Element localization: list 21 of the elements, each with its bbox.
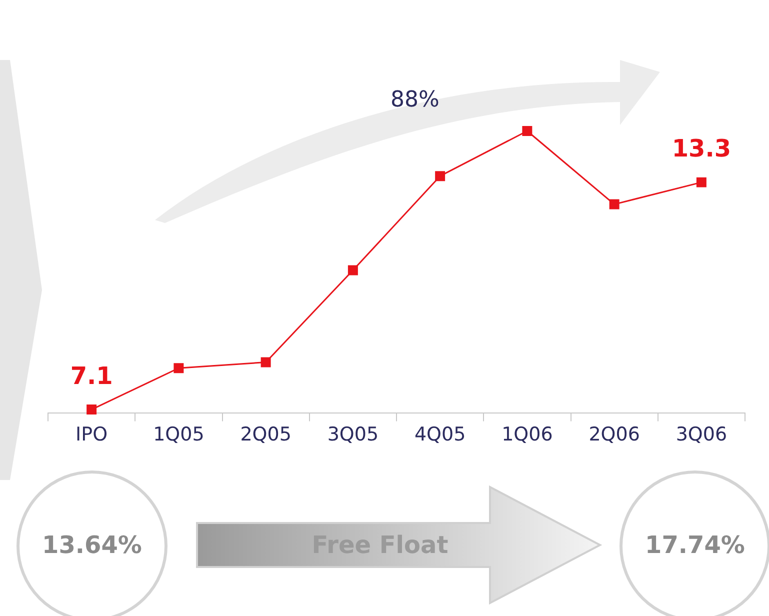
point (609, 199, 620, 210)
point (86, 404, 97, 415)
text: 13.64% (42, 531, 142, 559)
x-tick-label: 3Q05 (327, 424, 379, 446)
point (522, 126, 532, 136)
x-tick-label: 1Q06 (502, 424, 553, 446)
point (174, 363, 184, 374)
data-label: 13.3 (672, 134, 732, 163)
point (260, 357, 271, 368)
point (435, 171, 446, 182)
point (696, 177, 706, 188)
point (348, 265, 358, 276)
x-tick-label: 4Q05 (414, 424, 466, 446)
x-tick-label: 3Q06 (676, 424, 728, 446)
text: 17.74% (645, 531, 745, 559)
text: 88% (390, 88, 440, 112)
x-tick-label: 1Q05 (153, 424, 204, 446)
data-label: 7.1 (70, 362, 113, 390)
x-tick-label: 2Q05 (240, 424, 292, 446)
x-tick-label: IPO (76, 424, 108, 446)
x-tick-label: 2Q06 (588, 424, 640, 446)
